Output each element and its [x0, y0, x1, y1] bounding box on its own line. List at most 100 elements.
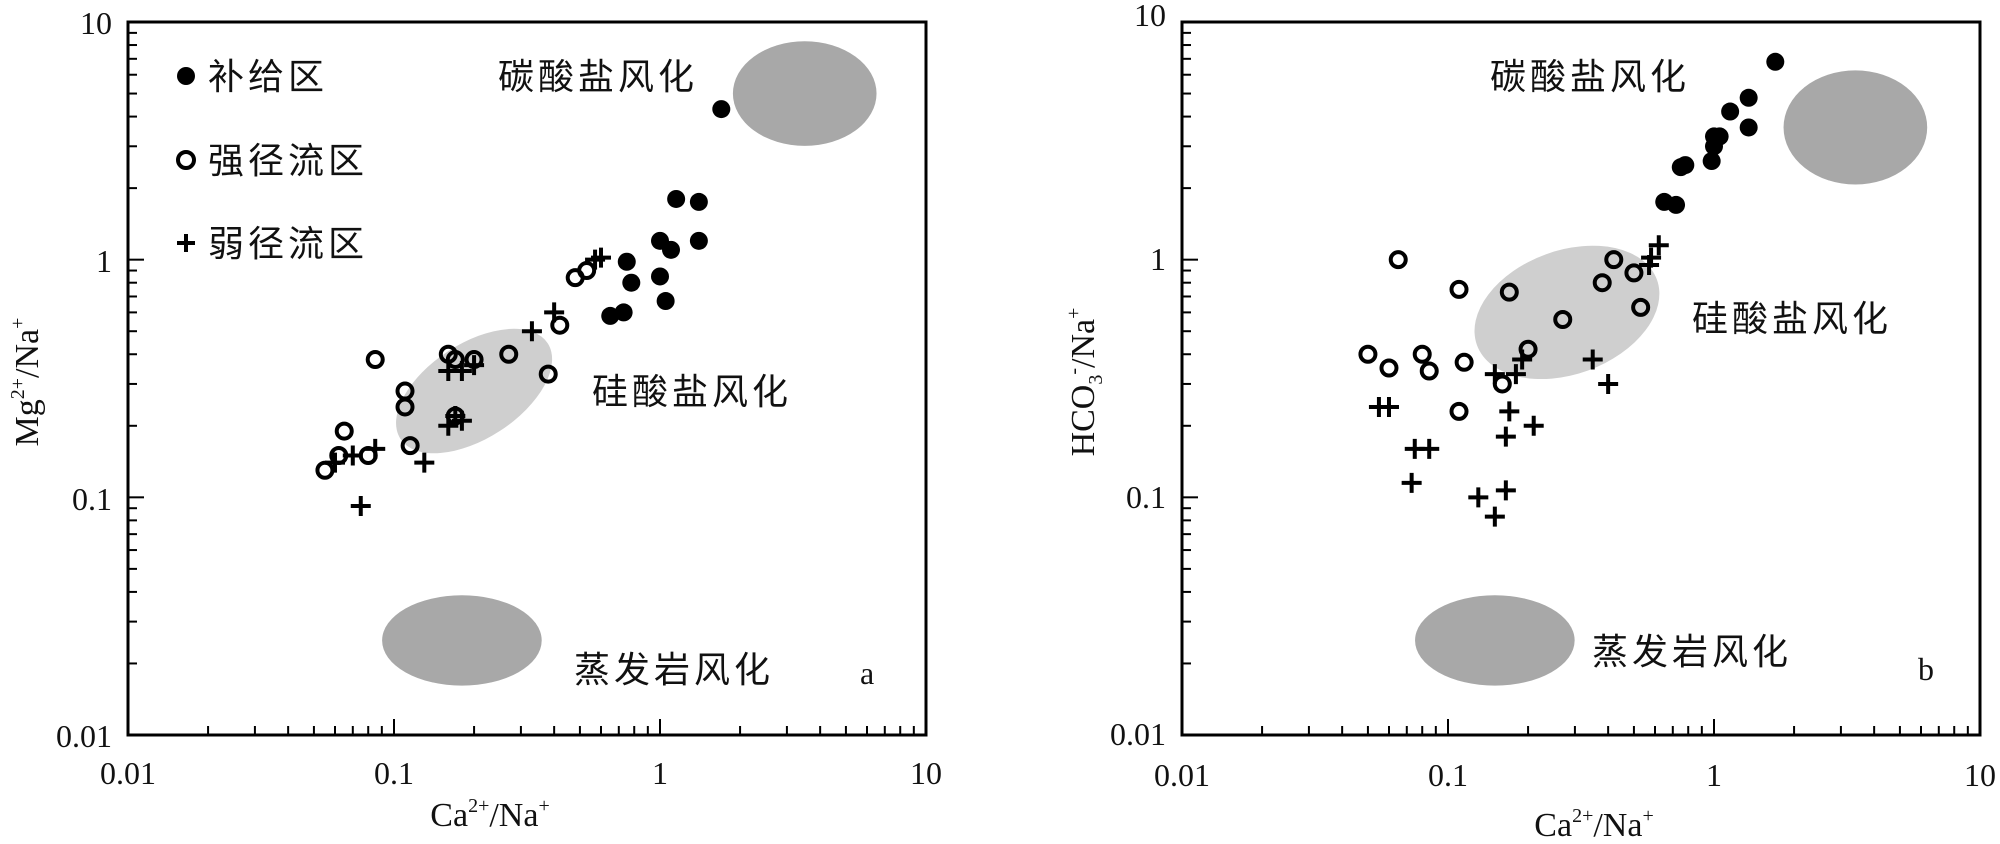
- a-point-weak-runoff: [590, 247, 611, 268]
- b-ticks: [1181, 31, 1969, 736]
- b-point-strong-runoff: [1518, 339, 1538, 359]
- a-label-carbonate: 碳酸盐风化: [498, 57, 698, 98]
- b-point-weak-runoff: [1401, 472, 1422, 493]
- b-ytick-0.01: 0.01: [1110, 716, 1166, 752]
- a-point-strong-runoff: [445, 350, 465, 370]
- b-point-weak-runoff: [1598, 373, 1619, 394]
- a-point-recharge: [712, 100, 731, 119]
- a-point-weak-runoff: [365, 438, 386, 459]
- a-point-recharge: [689, 231, 708, 250]
- b-point-weak-runoff: [1648, 235, 1669, 256]
- a-region-ellipse-2: [382, 595, 542, 686]
- a-point-strong-runoff: [538, 364, 558, 384]
- a-point-recharge: [667, 189, 686, 208]
- a-label-silicate: 硅酸盐风化: [592, 372, 792, 413]
- a-ytick-0.1: 0.1: [72, 481, 112, 517]
- a-xtick-1: 1: [652, 755, 668, 791]
- a-point-recharge: [662, 240, 681, 259]
- b-point-strong-runoff: [1592, 273, 1612, 293]
- a-xtick-0.01: 0.01: [100, 755, 156, 791]
- a-point-recharge: [622, 273, 641, 292]
- b-x-axis-title: Ca2+/Na+: [1534, 805, 1653, 844]
- b-point-strong-runoff: [1624, 263, 1644, 283]
- a-point-strong-runoff: [334, 421, 354, 441]
- b-point-strong-runoff: [1454, 352, 1474, 372]
- a-xtick-10: 10: [910, 755, 942, 791]
- b-panel-letter: b: [1918, 651, 1934, 687]
- b-xtick-1: 1: [1706, 757, 1722, 793]
- panel-b: 10 1 0.1 0.01 0.01 0.1 1 10 Ca2+/Na+ HCO…: [1063, 0, 1996, 844]
- b-point-recharge: [1667, 195, 1686, 214]
- legend-plus-marker: [177, 234, 195, 252]
- a-ytick-0.01: 0.01: [56, 718, 112, 754]
- b-point-recharge: [1676, 156, 1695, 175]
- a-panel-letter: a: [860, 655, 874, 691]
- b-point-weak-runoff: [1495, 426, 1516, 447]
- a-point-strong-runoff: [365, 350, 385, 370]
- b-point-strong-runoff: [1631, 297, 1651, 317]
- b-label-silicate: 硅酸盐风化: [1692, 299, 1892, 340]
- a-point-weak-runoff: [521, 321, 542, 342]
- b-point-recharge: [1721, 102, 1740, 121]
- a-label-evaporite: 蒸发岩风化: [574, 650, 774, 691]
- a-point-strong-runoff: [550, 315, 570, 335]
- a-points: [315, 100, 731, 516]
- a-ticks: [127, 31, 915, 736]
- legend-open-circle-marker: [176, 150, 196, 170]
- b-point-weak-runoff: [1468, 487, 1489, 508]
- b-point-weak-runoff: [1484, 364, 1505, 385]
- a-point-weak-runoff: [342, 445, 363, 466]
- b-points: [1358, 52, 1785, 527]
- a-ytick-10: 10: [80, 5, 112, 41]
- a-point-weak-runoff: [445, 405, 466, 426]
- a-xtick-0.1: 0.1: [374, 755, 414, 791]
- a-region-ellipse-0: [732, 41, 877, 146]
- b-point-strong-runoff: [1492, 374, 1512, 394]
- b-label-carbonate: 碳酸盐风化: [1490, 57, 1690, 98]
- a-point-strong-runoff: [400, 436, 420, 456]
- b-point-weak-runoff: [1495, 480, 1516, 501]
- b-region-ellipse-2: [1415, 595, 1575, 686]
- a-point-recharge: [656, 292, 675, 311]
- a-y-axis-title: Mg2+/Na+: [7, 318, 46, 447]
- b-point-weak-runoff: [1484, 506, 1505, 527]
- a-point-weak-runoff: [451, 361, 472, 382]
- b-region-ellipse-0: [1783, 70, 1928, 185]
- b-point-recharge: [1702, 152, 1721, 171]
- b-point-weak-runoff: [1523, 415, 1544, 436]
- b-plot-frame: [1180, 20, 1982, 737]
- b-point-strong-runoff: [1379, 358, 1399, 378]
- a-point-strong-runoff: [315, 460, 335, 480]
- b-point-strong-runoff: [1499, 282, 1519, 302]
- b-label-evaporite: 蒸发岩风化: [1592, 632, 1792, 673]
- a-point-strong-runoff: [499, 344, 519, 364]
- b-point-strong-runoff: [1449, 401, 1469, 421]
- b-point-weak-runoff: [1419, 438, 1440, 459]
- a-point-recharge: [689, 192, 708, 211]
- b-point-strong-runoff: [1449, 279, 1469, 299]
- a-point-recharge: [617, 252, 636, 271]
- b-ytick-10: 10: [1134, 0, 1166, 33]
- a-point-weak-runoff: [350, 495, 371, 516]
- b-point-strong-runoff: [1604, 250, 1624, 270]
- b-xtick-10: 10: [1964, 757, 1996, 793]
- b-point-weak-runoff: [1582, 349, 1603, 370]
- b-point-strong-runoff: [1553, 310, 1573, 330]
- b-point-strong-runoff: [1358, 344, 1378, 364]
- b-point-strong-runoff: [1388, 250, 1408, 270]
- a-point-recharge: [614, 303, 633, 322]
- a-point-weak-runoff: [464, 355, 485, 376]
- a-point-weak-runoff: [414, 452, 435, 473]
- b-point-recharge: [1739, 118, 1758, 137]
- legend-filled-circle-marker: [177, 67, 195, 85]
- legend-label-recharge: 补给区: [208, 57, 328, 98]
- panel-a: 10 1 0.1 0.01 0.01 0.1 1 10 Ca2+/Na+ Mg2…: [7, 5, 942, 834]
- b-point-recharge: [1705, 137, 1723, 156]
- b-point-weak-runoff: [1505, 364, 1526, 385]
- b-ytick-1: 1: [1150, 241, 1166, 277]
- b-xtick-0.1: 0.1: [1428, 757, 1468, 793]
- legend-label-weak-runoff: 弱径流区: [208, 224, 368, 265]
- a-point-strong-runoff: [577, 261, 597, 281]
- b-point-weak-runoff: [1378, 396, 1399, 417]
